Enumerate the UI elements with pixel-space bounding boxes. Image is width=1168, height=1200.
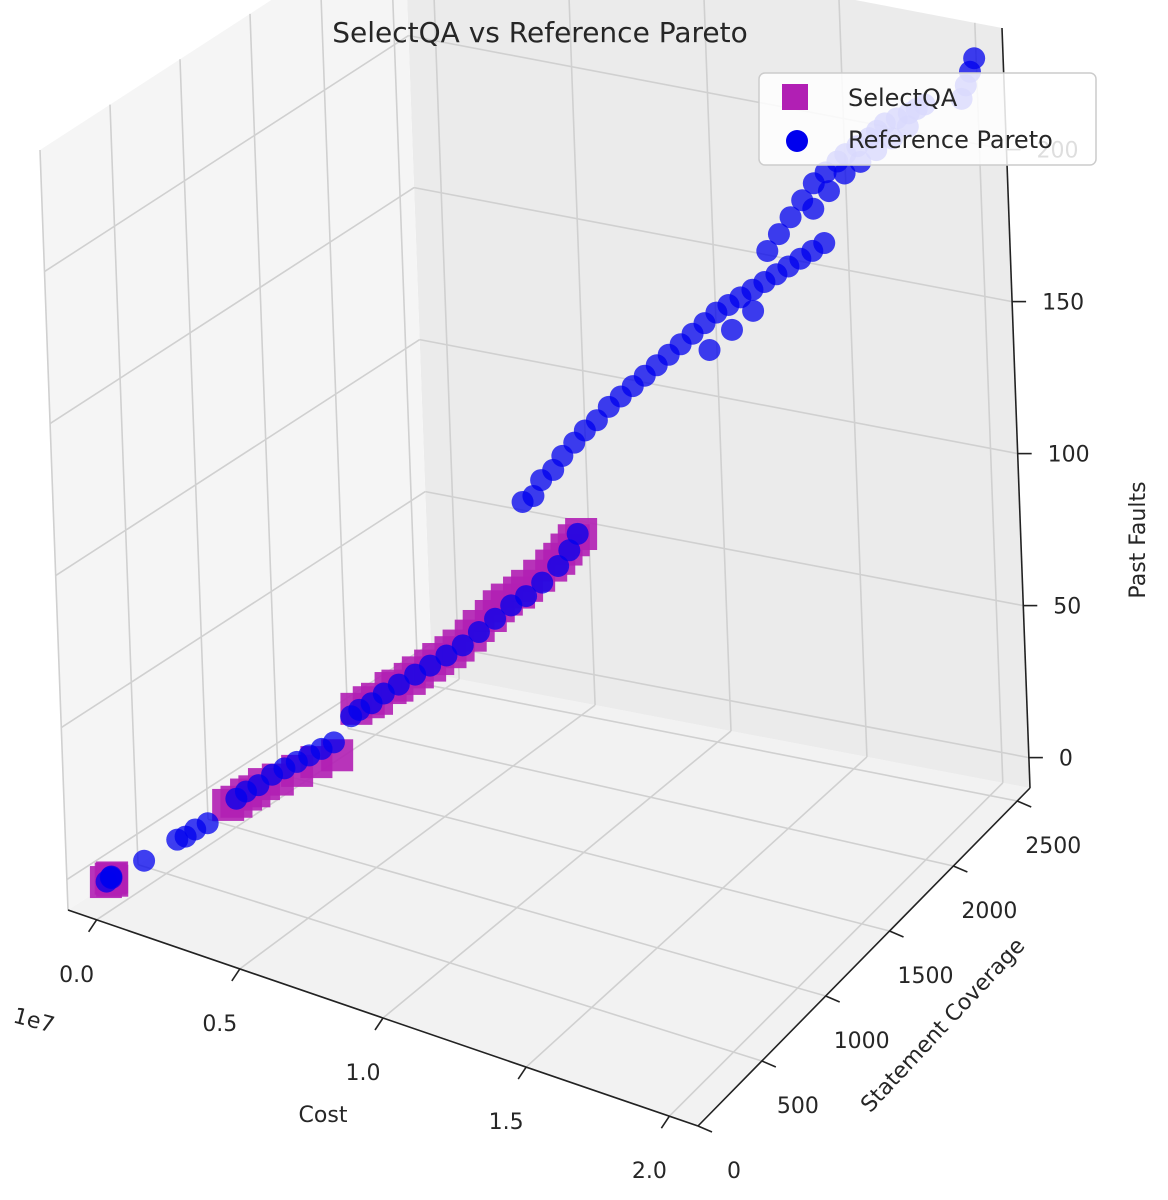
axes-panes [40, 0, 1030, 1126]
y-tick-mark [1016, 800, 1032, 808]
reference-pareto-point [133, 849, 156, 872]
reference-pareto-point [833, 162, 856, 185]
legend-marker-selectqa [782, 84, 808, 110]
reference-pareto-point [566, 522, 589, 545]
reference-pareto-point [467, 621, 490, 644]
legend-label-selectqa: SelectQA [848, 84, 958, 112]
reference-pareto-point [484, 607, 507, 630]
x-tick-mark [660, 1115, 671, 1129]
reference-pareto-point [531, 571, 554, 594]
grid-line-z-back [419, 338, 1018, 455]
grid-line-y-side [249, 13, 279, 774]
grid-line-x-floor [239, 704, 596, 970]
grid-line-y-side [109, 104, 139, 865]
x-tick-mark [87, 919, 98, 933]
grid-line-y-floor [207, 818, 826, 997]
reference-pareto-point [779, 206, 802, 229]
reference-pareto-point [387, 673, 410, 696]
reference-pareto-point [813, 232, 836, 255]
legend-frame [758, 72, 1097, 166]
reference-pareto-point [817, 180, 840, 203]
x-offset-label: 1e7 [10, 1004, 57, 1039]
reference-pareto-point [767, 223, 790, 246]
grid-line-y-side [39, 149, 69, 911]
grid-line-z-side [44, 34, 409, 273]
reference-pareto-point [698, 339, 721, 362]
reference-pareto-point [451, 634, 474, 657]
reference-pareto-point [547, 555, 570, 578]
legend-label-reference-pareto: Reference Pareto [848, 126, 1053, 154]
y-tick-mark [825, 995, 841, 1003]
reference-pareto-point [802, 197, 825, 220]
y-tick-mark [953, 865, 968, 873]
z-tick-label: 50 [1053, 595, 1081, 620]
grid-line-x-back [568, 0, 596, 706]
x-axis-title: Cost [299, 1103, 348, 1128]
grid-line-x-floor [668, 782, 1004, 1117]
grid-line-y-floor [137, 863, 763, 1062]
x-tick-mark [517, 1066, 527, 1080]
grid-line-y-side [392, 0, 419, 684]
grid-line-z-back [413, 186, 1013, 303]
reference-pareto-point [756, 239, 779, 262]
reference-pareto-point [558, 539, 581, 562]
grid-line-z-side [60, 490, 426, 729]
y-tick-label: 1000 [834, 1029, 890, 1054]
y-tick-mark [761, 1060, 777, 1068]
x-tick-label: 2.0 [632, 1159, 667, 1184]
grid-line-y-side [179, 59, 209, 820]
legend: SelectQA Reference Pareto [758, 72, 1097, 166]
grid-line-y-side [320, 0, 349, 729]
x-tick-mark [374, 1017, 384, 1031]
grid-line-z-back [430, 642, 1030, 759]
reference-pareto-point [742, 299, 765, 322]
z-tick-label: 150 [1042, 291, 1084, 316]
data-marks [89, 47, 986, 899]
legend-marker-reference-pareto [786, 130, 808, 152]
grid-line-z-side [49, 186, 415, 425]
floor-pane [68, 674, 1030, 1126]
reference-pareto-point [419, 654, 442, 677]
y-tick-label: 1500 [898, 964, 954, 989]
x-tick-label: 1.5 [489, 1110, 524, 1135]
reference-pareto-point [322, 731, 345, 754]
reference-pareto-point [963, 47, 986, 70]
grid-line-y-floor [347, 727, 954, 867]
reference-pareto-point [196, 812, 219, 835]
x-tick-label: 0.5 [202, 1012, 237, 1037]
y-tick-label: 2500 [1025, 834, 1081, 859]
x-tick-label: 0.0 [59, 963, 94, 988]
reference-pareto-point [720, 318, 743, 341]
z-axis-title: Past Faults [1126, 481, 1151, 598]
y-tick-label: 500 [777, 1094, 819, 1119]
grid-line-z-side [55, 338, 421, 577]
chart-title: SelectQA vs Reference Pareto [332, 16, 747, 49]
grid-line-y-floor [417, 682, 1018, 802]
y-tick-mark [697, 1125, 713, 1133]
grid-line-x-floor [382, 730, 732, 1019]
y-tick-mark [889, 930, 904, 938]
y-tick-label: 0 [727, 1159, 741, 1184]
z-tick-label: 0 [1059, 747, 1073, 772]
y-axis-line [697, 787, 1031, 1127]
y-tick-label: 2000 [961, 899, 1017, 924]
grid-line-y-floor [277, 773, 890, 932]
reference-pareto-point [515, 585, 538, 608]
x-tick-label: 1.0 [346, 1061, 381, 1086]
y-axis-title: Statement Coverage [856, 934, 1030, 1118]
reference-pareto-point [99, 866, 122, 889]
side-pane [40, 0, 432, 910]
x-tick-mark [231, 968, 241, 982]
grid-line-x-back [433, 0, 460, 680]
grid-line-x-floor [525, 756, 868, 1068]
z-tick-label: 100 [1048, 443, 1090, 468]
reference-pareto-point [435, 644, 458, 667]
